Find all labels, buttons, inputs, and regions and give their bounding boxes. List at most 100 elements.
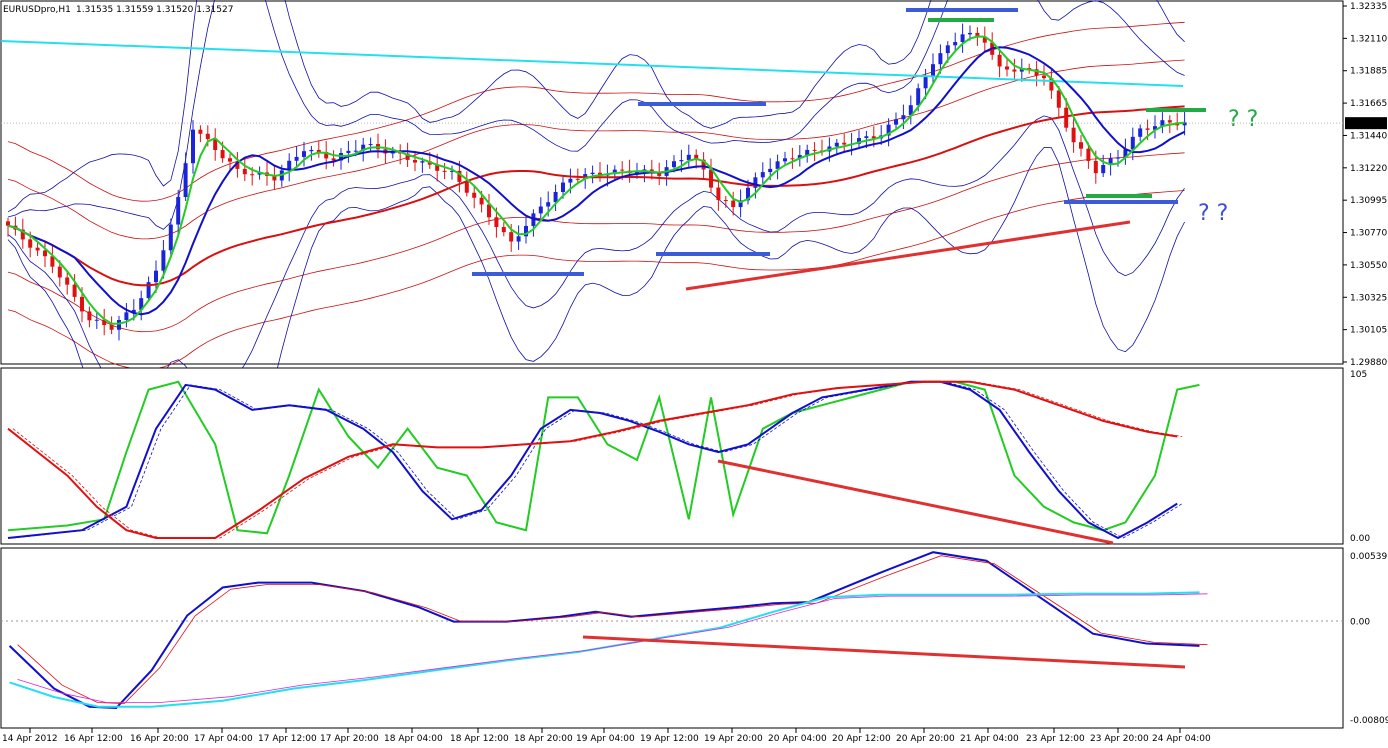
candle-body [886,124,891,136]
candle [901,104,906,130]
candle [228,153,232,172]
candle [435,153,440,182]
candle-body [235,161,240,169]
candle [1101,154,1106,177]
candle [790,147,795,169]
candle-body [1056,90,1061,108]
candle [94,311,99,329]
candle-body [28,239,33,248]
candle-body [960,34,965,43]
candle-body [220,150,225,159]
candle [35,242,40,256]
bollinger-line [7,0,1185,213]
candle [857,130,861,149]
candle [538,197,543,219]
candle-body [657,173,662,176]
candle-body [435,164,440,171]
candle-body [501,227,506,233]
candle-body [35,247,40,251]
candle [953,32,958,51]
candle-body [753,177,758,188]
time-tick-label: 23 Apr 12:00 [1026,734,1085,744]
candle-body [783,158,787,162]
candle-body [1034,69,1039,76]
candle [1138,124,1143,142]
candle [1064,98,1069,132]
candle-body [1130,136,1135,150]
candle [997,48,1002,78]
candle-body [242,168,247,175]
candle-body [805,149,810,156]
time-tick-label: 24 Apr 04:00 [1152,734,1211,744]
candle [938,44,943,74]
moving-averages [0,35,1186,325]
candle-body [1012,69,1017,72]
candle-body [65,277,70,285]
candle [760,162,765,186]
candle-body [509,232,514,242]
candle [154,260,158,293]
candle [464,171,469,197]
candle-body [672,161,676,168]
macd-lines [8,551,1208,710]
price-tick-label: 1.31440 [1350,131,1387,141]
candle [982,26,987,53]
candle [309,145,314,161]
candle [709,158,713,193]
candle [87,306,92,328]
candle-body [198,129,203,134]
price-tick-label: 1.30770 [1350,229,1387,239]
candle [242,158,247,182]
candle-body [738,200,743,208]
stoch-trend-line [717,459,1114,545]
candle-body [901,115,906,120]
envelope-line [7,21,1185,202]
candle-body [213,139,218,151]
candle [102,308,107,336]
candle-body [457,170,462,182]
candle [1049,69,1054,99]
candle [1056,86,1061,119]
candle-body [420,161,425,163]
candle [191,120,195,174]
macd-signal-line [17,593,1208,703]
candle-body [812,149,817,151]
stoch-series-line [7,380,1178,540]
price-tick-label: 1.31885 [1350,67,1387,77]
candle-body [316,149,321,152]
macd-panel [0,547,1344,729]
candle-body [1049,78,1054,91]
candle-body [1116,157,1120,159]
stoch-tick-label: 105 [1350,370,1367,380]
time-tick-label: 20 Apr 20:00 [896,734,955,744]
candle-body [94,319,99,321]
candle [598,162,602,182]
time-tick-label: 16 Apr 12:00 [64,734,123,744]
candle-body [1093,160,1098,174]
candles [6,23,1187,341]
candle [146,276,151,302]
ema-fast-line [7,35,1185,325]
candle [812,142,817,162]
candle-body [405,153,410,160]
envelope-line [7,190,1185,370]
time-tick-label: 19 Apr 12:00 [640,734,699,744]
price-panel: EURUSDpro,H1 1.31535 1.31559 1.31520 1.3… [0,0,1344,514]
candle-body [154,270,158,283]
candle [168,218,173,259]
candle-body [228,158,232,162]
candle-body [294,156,299,161]
candle [161,239,166,279]
candle [1071,117,1076,153]
question-marks-upper: ? ? [1228,107,1258,132]
candle-body [1079,142,1083,149]
candle-body [982,36,987,43]
stochastic-lines [7,380,1200,545]
candle [524,217,528,244]
candle-body [168,224,173,251]
candle [960,23,965,53]
candle-body [6,221,10,226]
candle [553,184,558,212]
price-tick-label: 1.29880 [1350,358,1387,368]
candle [294,146,299,167]
